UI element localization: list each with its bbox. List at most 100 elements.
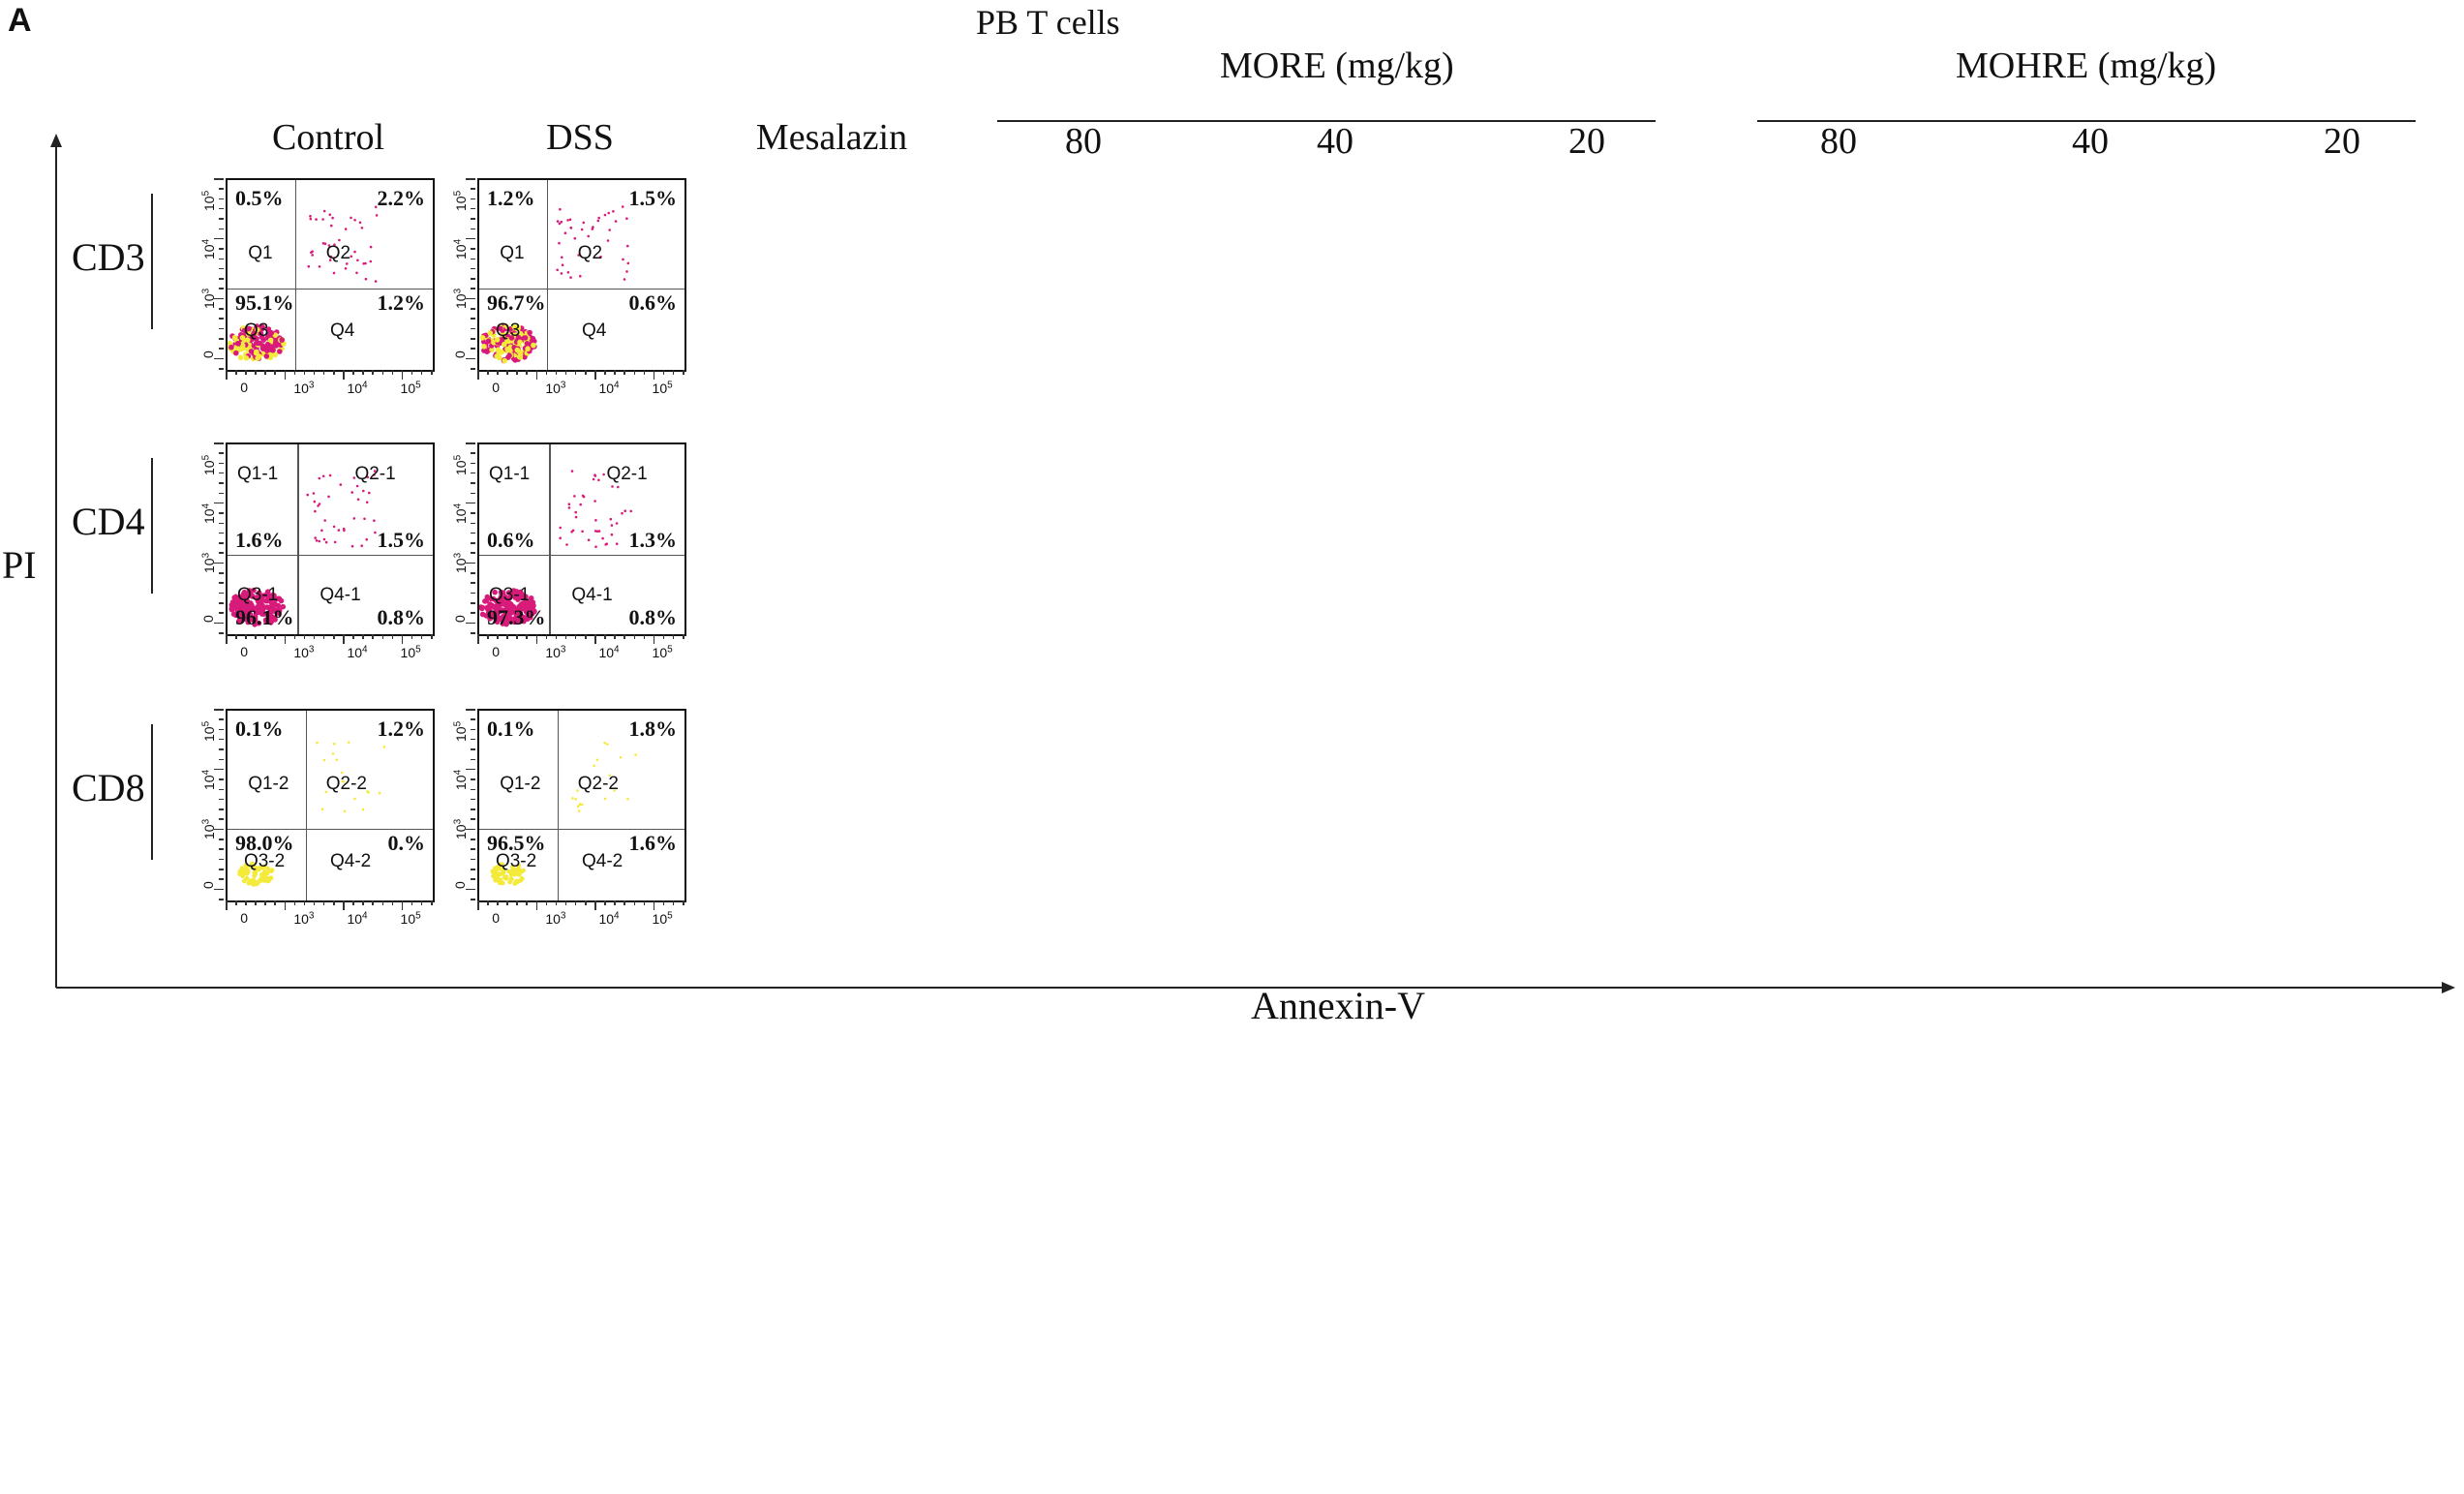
x-tick-label: 103 xyxy=(293,380,315,396)
x-tick xyxy=(255,634,257,639)
y-tick xyxy=(214,502,224,504)
quadrant-percentage: 96.1% xyxy=(235,605,294,629)
quadrant-label: Q3-1 xyxy=(237,585,279,606)
quadrant-label: Q4 xyxy=(582,320,607,342)
x-tick xyxy=(662,370,665,375)
x-tick xyxy=(535,634,538,644)
panel-a-title: PB T cells xyxy=(976,3,1120,42)
y-tick xyxy=(219,338,224,340)
y-tick xyxy=(471,318,475,320)
x-tick xyxy=(555,370,558,375)
y-tick xyxy=(214,709,224,711)
x-tick xyxy=(477,634,479,644)
scatter-dots xyxy=(237,741,386,887)
y-tick xyxy=(471,869,475,870)
x-tick xyxy=(633,634,636,639)
x-tick xyxy=(362,634,364,639)
x-tick xyxy=(245,370,247,375)
x-tick xyxy=(381,900,384,905)
x-tick xyxy=(672,900,675,905)
y-tick xyxy=(471,218,475,220)
x-tick xyxy=(516,634,518,639)
y-tick xyxy=(471,602,475,604)
y-tick xyxy=(466,442,475,444)
y-tick xyxy=(466,828,475,831)
x-tick xyxy=(264,634,266,639)
quadrant-percentage: 96.5% xyxy=(487,830,546,855)
x-tick xyxy=(255,370,257,375)
quadrant-percentage: 0.% xyxy=(387,830,426,855)
quadrant-percentage: 0.5% xyxy=(235,186,284,210)
quadrant-percentage: 1.3% xyxy=(628,527,678,552)
x-tick-label: 104 xyxy=(598,380,620,396)
group-line-mohre xyxy=(1757,120,2416,122)
x-tick xyxy=(477,370,479,380)
quadrant-percentage: 1.2% xyxy=(377,290,426,315)
x-tick xyxy=(672,634,675,639)
x-tick xyxy=(245,634,247,639)
x-tick xyxy=(420,634,423,639)
x-tick xyxy=(545,634,548,639)
x-tick xyxy=(564,634,567,639)
y-tick xyxy=(219,207,224,210)
y-tick xyxy=(471,327,475,330)
y-tick xyxy=(219,512,224,514)
x-tick xyxy=(526,634,528,639)
x-tick xyxy=(333,370,335,375)
x-tick xyxy=(506,900,508,905)
quadrant-label: Q3 xyxy=(243,320,269,342)
panel-a-letter: A xyxy=(8,2,32,39)
y-tick-label: 104 xyxy=(200,770,217,791)
x-tick xyxy=(401,634,404,644)
x-tick xyxy=(313,900,316,905)
y-tick xyxy=(219,602,224,604)
y-tick xyxy=(219,288,224,290)
x-tick xyxy=(624,900,625,905)
x-tick xyxy=(564,370,567,375)
y-tick xyxy=(219,612,224,614)
x-tick xyxy=(487,900,489,905)
y-tick xyxy=(471,818,475,820)
y-tick xyxy=(471,788,475,791)
scatter-dots xyxy=(228,470,377,627)
y-tick xyxy=(219,278,224,280)
x-tick xyxy=(255,900,257,905)
x-tick xyxy=(391,900,394,905)
y-tick xyxy=(466,178,475,180)
quadrant-label: Q1 xyxy=(248,242,273,263)
y-tick xyxy=(219,348,224,350)
x-tick xyxy=(313,634,316,639)
y-tick xyxy=(471,798,475,801)
y-tick xyxy=(219,318,224,320)
y-tick xyxy=(219,542,224,544)
x-tick xyxy=(431,634,433,639)
row-bracket xyxy=(151,458,153,594)
quadrant-label: Q4-2 xyxy=(582,851,624,872)
y-tick xyxy=(219,848,224,850)
y-tick xyxy=(214,237,224,240)
x-tick xyxy=(411,900,413,905)
quadrant-percentage: 0.1% xyxy=(235,717,284,741)
x-tick-label: 105 xyxy=(652,910,673,927)
x-tick xyxy=(322,634,325,639)
y-tick xyxy=(466,888,475,891)
quadrant-label: Q3-2 xyxy=(243,851,286,872)
scatter-dots xyxy=(228,205,379,362)
y-tick xyxy=(471,462,475,465)
column-label: Control xyxy=(271,117,385,158)
y-tick xyxy=(219,327,224,330)
y-tick xyxy=(471,482,475,484)
y-tick xyxy=(471,258,475,260)
y-tick xyxy=(471,808,475,810)
x-tick xyxy=(683,900,684,905)
quadrant-percentage: 96.7% xyxy=(487,290,546,315)
quadrant-percentage: 0.8% xyxy=(377,605,426,629)
x-tick xyxy=(313,370,316,375)
y-tick xyxy=(219,552,224,554)
x-tick-label: 105 xyxy=(652,380,673,396)
y-tick xyxy=(219,228,224,230)
y-tick xyxy=(471,338,475,340)
x-tick xyxy=(574,370,577,375)
quadrant-percentage: 95.1% xyxy=(235,290,294,315)
x-tick xyxy=(293,370,296,375)
